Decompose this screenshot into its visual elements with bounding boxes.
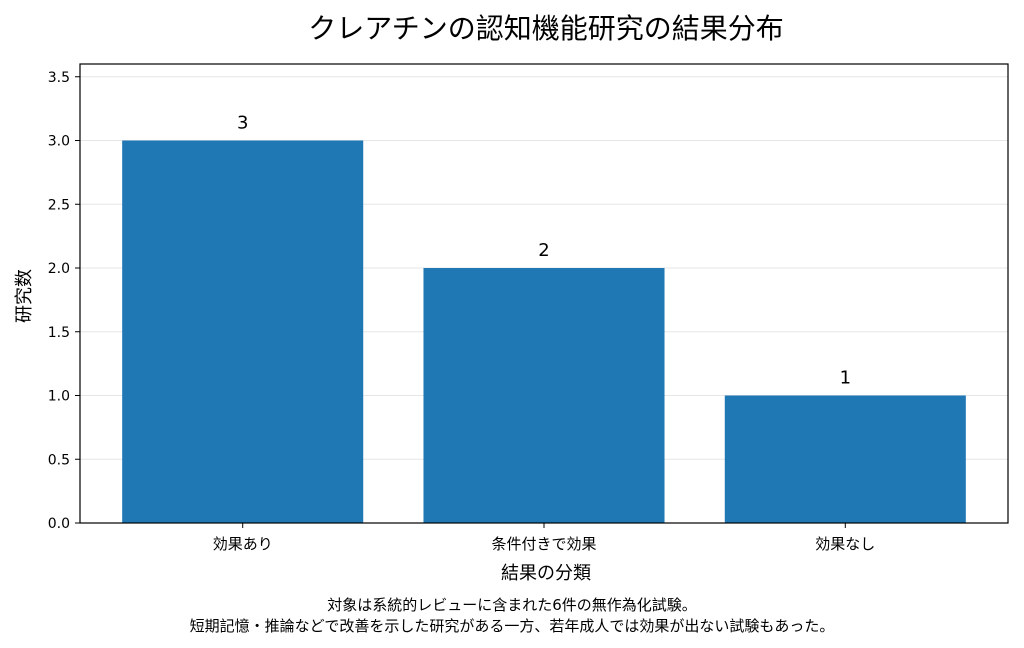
bars: [122, 140, 966, 523]
y-tick-label: 2.0: [48, 261, 70, 277]
y-tick-label: 1.0: [48, 389, 70, 405]
x-tick-label: 効果あり: [213, 535, 273, 553]
y-axis-label: 研究数: [14, 269, 35, 323]
data-label: 3: [237, 113, 248, 134]
y-tick-label: 0.5: [48, 452, 70, 468]
y-axis-ticks: 0.0 0.5 1.0 1.5 2.0 2.5 3.0 3.5: [48, 70, 80, 532]
data-label: 2: [538, 240, 549, 261]
x-tick-label: 効果なし: [815, 535, 875, 553]
data-label: 1: [840, 368, 851, 389]
y-tick-label: 2.5: [48, 197, 70, 213]
data-labels: 3 2 1: [237, 113, 851, 389]
bar-1: [423, 268, 665, 523]
bar-2: [724, 395, 966, 523]
chart-title: クレアチンの認知機能研究の結果分布: [308, 12, 783, 45]
y-tick-label: 1.5: [48, 325, 70, 341]
bar-0: [122, 140, 364, 523]
caption-line-1: 対象は系統的レビューに含まれた6件の無作為化試験。: [327, 596, 697, 614]
x-tick-label: 条件付きで効果: [491, 535, 596, 553]
x-axis-label: 結果の分類: [501, 563, 591, 584]
y-tick-label: 3.5: [48, 70, 70, 86]
x-axis-ticks: 効果あり 条件付きで効果 効果なし: [213, 523, 875, 553]
y-tick-label: 3.0: [48, 134, 70, 150]
caption-line-2: 短期記憶・推論などで改善を示した研究がある一方、若年成人では効果が出ない試験もあ…: [190, 617, 835, 635]
y-tick-label: 0.0: [48, 516, 70, 532]
